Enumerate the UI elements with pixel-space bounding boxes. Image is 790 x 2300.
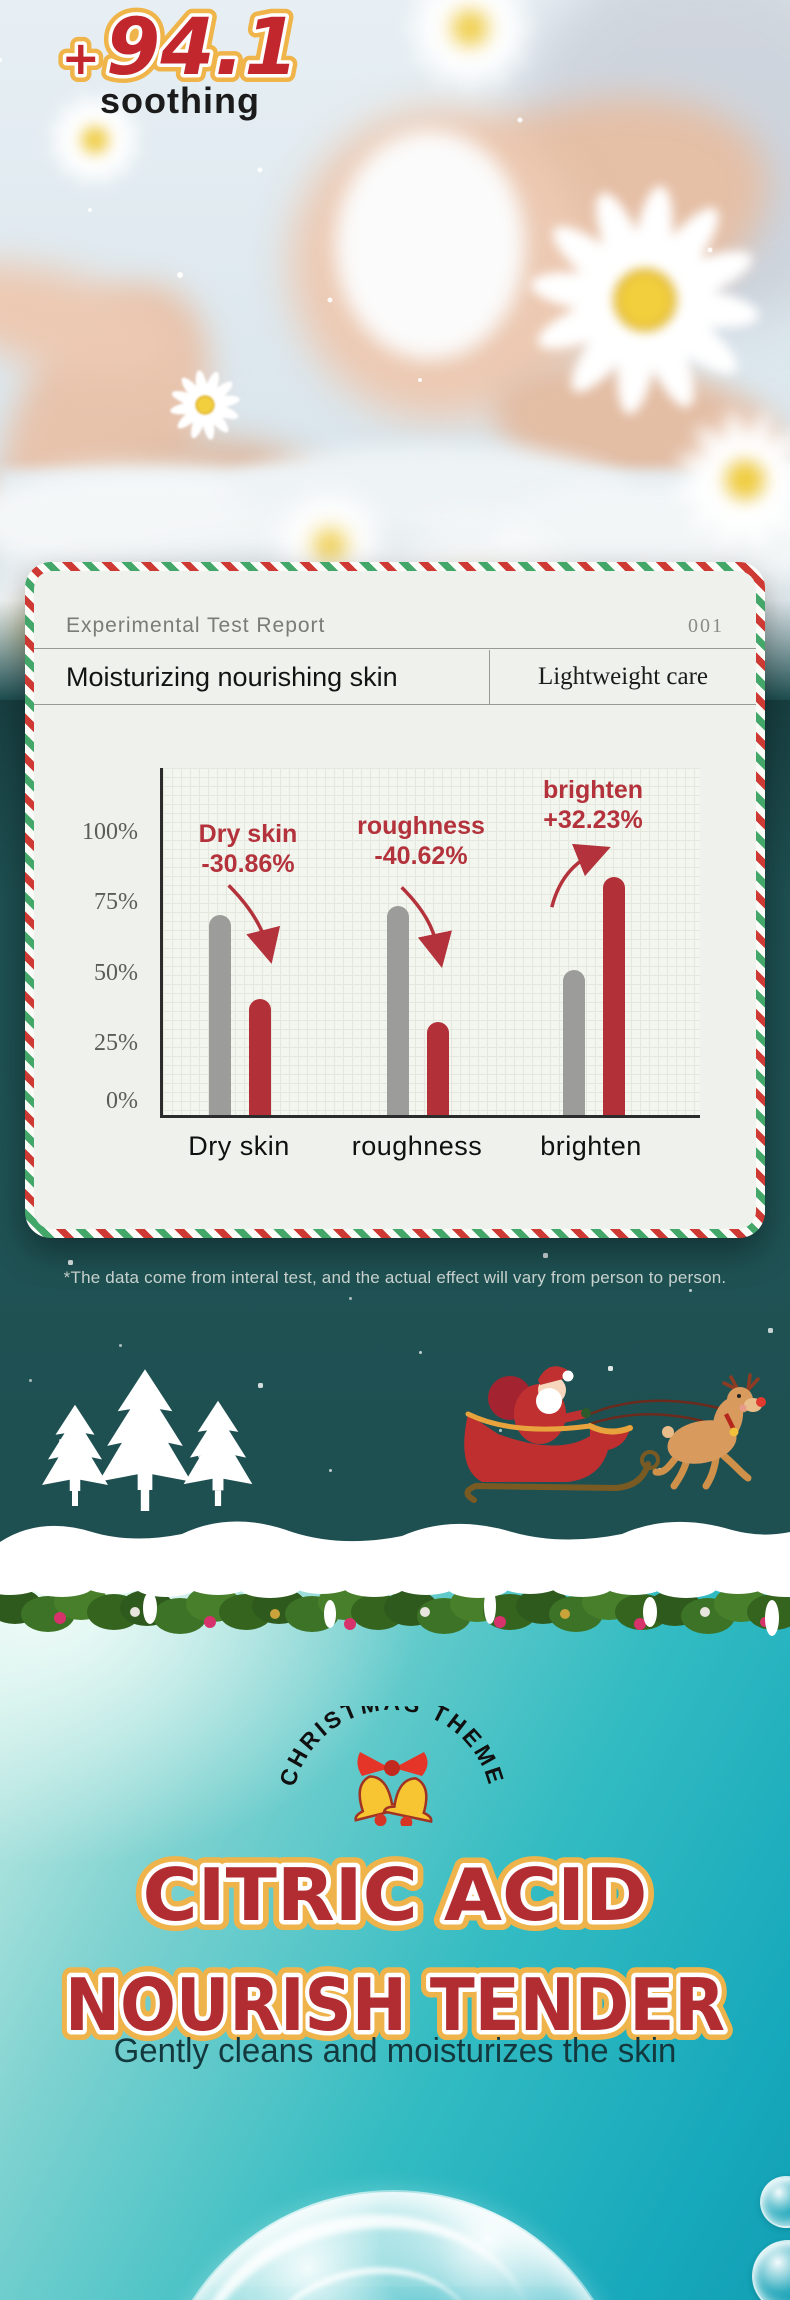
- feature-row: Moisturizing nourishing skin Lightweight…: [34, 650, 756, 705]
- report-number: 001: [688, 615, 724, 637]
- sleigh-runner: [464, 1461, 651, 1503]
- badge-text: CHRISTMAS THEME: [274, 1706, 507, 1789]
- santa-mitten: [581, 1408, 591, 1418]
- product-title: CITRIC ACID CITRIC ACID NOURISH TENDER N…: [55, 1843, 735, 2057]
- x-label-dry-skin: Dry skin: [188, 1131, 290, 1161]
- sleigh-trim-front: [587, 1423, 633, 1435]
- feature-right-cell: Lightweight care: [537, 663, 709, 690]
- report-card-inner: Experimental Test Report 001 Moisturizin…: [34, 571, 756, 1229]
- sleigh-body: [464, 1414, 630, 1482]
- bar-group-roughness: [387, 906, 449, 1115]
- snowfall-dots: [0, 0, 1, 1]
- santa-hat: [538, 1366, 569, 1385]
- title-line1-outline: CITRIC ACID: [143, 1853, 648, 1937]
- bars-layer: [163, 768, 700, 1115]
- annotation-label: roughness: [357, 812, 485, 840]
- collar-bell: [729, 1427, 739, 1437]
- y-axis-labels: 100% 75% 50% 25% 0%: [34, 768, 160, 1118]
- y-tick-0: 0%: [106, 1088, 138, 1114]
- hero-stat: +94.1 +94.1: [54, 2, 307, 94]
- experimental-report-card: Experimental Test Report 001 Moisturizin…: [25, 562, 765, 1238]
- reins: [589, 1399, 727, 1416]
- runner-curl: [640, 1450, 660, 1470]
- reindeer-nose: [756, 1397, 766, 1407]
- bow-icon: [357, 1752, 428, 1776]
- bells-icon: [354, 1752, 433, 1826]
- bar-plot: Dry skin -30.86% roughness -40.62% brigh…: [160, 768, 700, 1118]
- y-tick-100: 100%: [82, 819, 138, 845]
- stat-value-outline: 94.1: [106, 3, 298, 93]
- bar-chart: 100% 75% 50% 25% 0%: [34, 768, 756, 1118]
- garland-divider: [0, 1578, 790, 1636]
- bar-after: [249, 999, 271, 1115]
- light-teal-section: [0, 1585, 790, 2300]
- bar-group-dry-skin: [209, 915, 271, 1115]
- bar-after: [427, 1022, 449, 1115]
- title-line2-outline: NOURISH TENDER: [65, 1963, 725, 2047]
- bar-before: [209, 915, 231, 1115]
- annotation-label: Dry skin: [198, 820, 298, 848]
- bar-before: [563, 970, 585, 1115]
- hero-stat-label: soothing: [100, 80, 260, 121]
- garland-ornaments: [54, 1607, 770, 1630]
- annotation-dry-skin: Dry skin -30.86%: [199, 820, 298, 879]
- annotation-brighten: brighten +32.23%: [543, 776, 643, 835]
- y-tick-25: 25%: [94, 1030, 138, 1056]
- reindeer-collar: [723, 1412, 737, 1432]
- stat-value: 94.1: [106, 3, 298, 93]
- svg-text:+94.1: +94.1: [62, 3, 299, 93]
- bar-before: [387, 906, 409, 1115]
- reindeer-tail: [662, 1426, 674, 1438]
- y-tick-75: 75%: [94, 889, 138, 915]
- reindeer-blush: [739, 1404, 747, 1412]
- y-tick-50: 50%: [94, 960, 138, 986]
- annotation-value: +32.23%: [543, 805, 643, 834]
- x-label-roughness: roughness: [351, 1131, 483, 1161]
- title-line1: CITRIC ACID: [143, 1853, 648, 1937]
- garland-snow: [0, 1578, 790, 1636]
- x-axis-labels: Dry skin roughness brighten: [34, 1131, 756, 1171]
- christmas-theme-badge: CHRISTMAS THEME: [274, 1706, 510, 1826]
- annotation-value: -40.62%: [374, 841, 468, 870]
- annotation-label: brighten: [543, 776, 643, 804]
- antler-right: [746, 1373, 760, 1392]
- reindeer-front-leg: [702, 1454, 720, 1490]
- stat-plus: +: [62, 31, 101, 85]
- snow-hill: [0, 1521, 790, 1590]
- stat-plus-outline: +: [62, 31, 101, 85]
- santa-beard: [536, 1388, 562, 1414]
- reindeer-front-leg: [720, 1452, 752, 1482]
- badge-arc-text: CHRISTMAS THEME: [274, 1706, 510, 1789]
- title-line2: NOURISH TENDER: [65, 1963, 725, 2047]
- bar-after: [603, 877, 625, 1115]
- annotation-roughness: roughness -40.62%: [357, 812, 485, 871]
- report-card-header: Experimental Test Report 001: [34, 571, 756, 649]
- report-title: Experimental Test Report: [66, 614, 326, 637]
- x-label-brighten: brighten: [540, 1131, 642, 1161]
- reindeer-eye: [737, 1394, 741, 1398]
- reindeer-illustration: [652, 1373, 766, 1490]
- annotation-value: -30.86%: [201, 849, 295, 878]
- santa-arm: [551, 1409, 589, 1425]
- sleigh-trim: [465, 1411, 593, 1432]
- feature-left-cell: Moisturizing nourishing skin: [34, 650, 490, 704]
- santa-sleigh-illustration: [464, 1366, 766, 1503]
- bar-group-brighten: [563, 877, 625, 1115]
- product-subtitle: Gently cleans and moisturizes the skin: [113, 2032, 677, 2070]
- disclaimer-text: *The data come from interal test, and th…: [63, 1268, 727, 1287]
- hat-pompom: [562, 1370, 574, 1382]
- svg-text:+94.1: +94.1: [62, 3, 299, 93]
